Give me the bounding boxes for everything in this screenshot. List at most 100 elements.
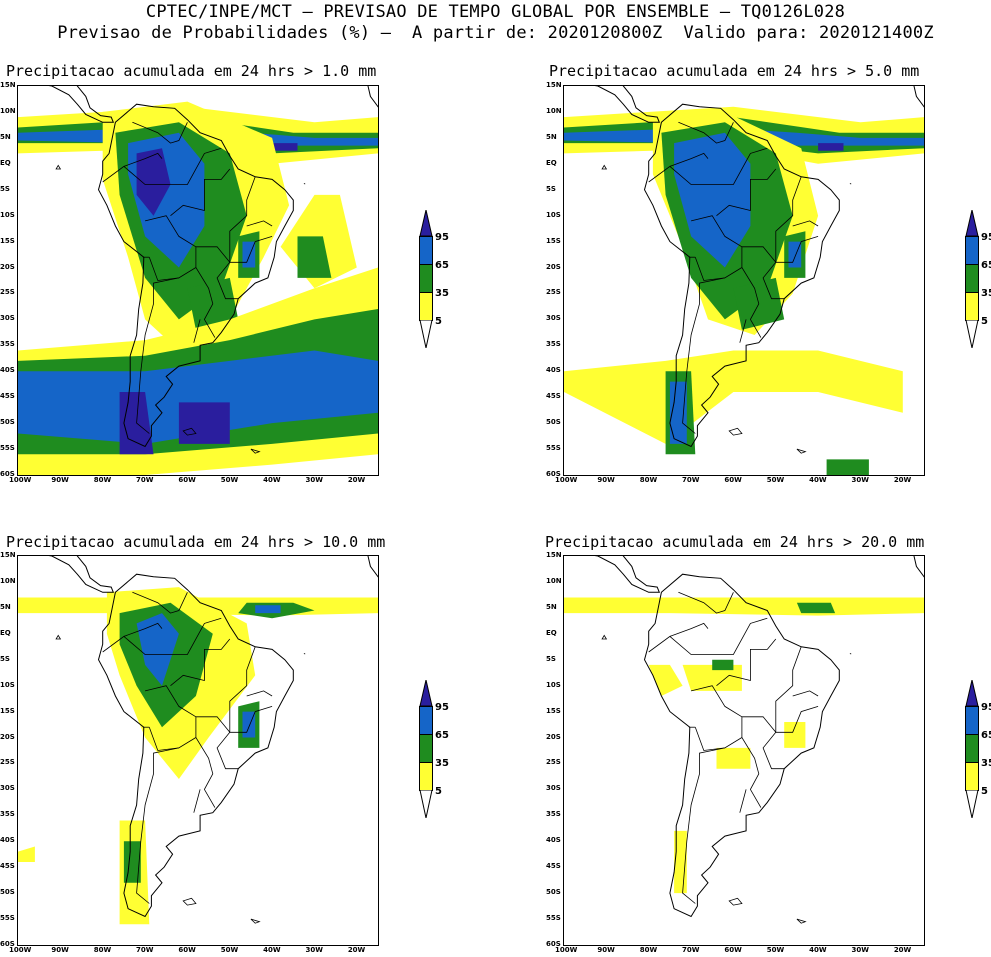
south-america-coastline [97,103,294,448]
probability-contour-area [136,148,171,216]
lat-tick-label: 30S [0,784,15,793]
colorbar-top-triangle [419,680,433,706]
lat-tick-label: 25S [0,288,15,297]
lat-tick-label: 20S [0,262,15,271]
lon-tick-label: 40W [263,476,281,484]
lat-tick-label: 45S [546,862,561,871]
country-border [193,319,201,343]
probability-contour-area [18,350,378,444]
lon-tick-label: 20W [347,946,366,954]
lat-tick-label: 20S [546,732,561,741]
colorbar-label: 95 [435,232,449,243]
country-border [691,215,762,338]
africa-coastline [367,86,378,108]
lon-tick-label: 60W [178,946,196,954]
lat-tick-label: 55S [546,444,561,453]
country-border [132,591,188,614]
lon-tick-label: 30W [305,476,323,484]
island-coastline [796,918,807,924]
lat-tick-label: 15S [0,706,15,715]
lat-tick-label: 10S [0,680,15,689]
lat-tick-label: 5S [546,184,556,193]
lat-tick-label: 40S [546,836,561,845]
island-coastline [55,634,62,640]
lat-tick-label: 15N [0,551,16,559]
country-border [132,121,188,144]
lat-tick-label: 30S [0,314,15,323]
island-coastline [303,653,306,655]
country-border [682,747,725,904]
precip-probability-field [18,86,378,475]
colorbar-bottom-triangle [419,790,433,818]
lat-tick-label: 10N [546,576,562,585]
lon-tick-label: 80W [639,476,658,484]
lon-tick-label: 20W [893,946,912,954]
country-border [691,685,762,808]
country-border [716,168,777,217]
lon-tick-label: 100W [9,476,32,484]
country-border [193,789,201,813]
lon-tick-label: 90W [597,476,615,484]
country-border [739,789,747,813]
country-border [246,220,273,227]
probability-contour-area [826,459,869,475]
country-border [246,690,273,697]
colorbar-top-triangle [419,210,433,236]
colorbar-label: 65 [981,260,991,271]
lat-tick-label: 60S [0,940,15,948]
country-border [229,646,273,733]
lat-tick-label: EQ [546,158,557,167]
colorbar-label: 5 [435,316,442,327]
country-border [195,246,231,263]
south-america-coastline [643,573,840,918]
colorbar-bottom-triangle [965,320,979,348]
colorbar-segment [419,762,433,791]
lat-tick-label: 40S [546,366,561,375]
lat-tick-label: 40S [0,366,15,375]
country-border [775,646,819,733]
lat-tick-label: 10N [546,106,562,115]
lat-tick-label: 45S [0,392,15,401]
africa-coastline [367,556,378,578]
lon-tick-label: 50W [220,476,239,484]
lon-tick-label: 70W [136,946,154,954]
island-coastline [250,918,261,924]
country-border [136,277,179,434]
lon-tick-label: 50W [766,946,785,954]
lat-tick-label: 35S [546,810,561,819]
panel-2-map [563,85,925,476]
lon-tick-label: 60W [178,476,196,484]
country-border [123,147,222,185]
country-border [678,121,734,144]
country-border [741,716,777,733]
probability-contour-area [297,236,332,278]
lon-tick-label: 80W [93,476,112,484]
lat-tick-label: 25S [546,288,561,297]
lon-tick-label: 20W [893,476,912,484]
lat-tick-label: 55S [0,914,15,923]
country-border [682,277,725,434]
probability-contour-area [716,747,751,769]
lon-tick-label: 60W [724,476,742,484]
lon-tick-label: 20W [347,476,366,484]
island-coastline [601,634,608,640]
lat-tick-label: 5N [0,602,11,611]
colorbar-top-triangle [965,680,979,706]
lon-tick-label: 100W [555,946,578,954]
island-coastline [182,427,197,436]
lat-tick-label: 5N [546,132,557,141]
colorbar-segment [419,734,433,763]
country-border [229,176,273,263]
lat-tick-label: EQ [546,628,557,637]
country-border [216,732,239,770]
panel-2-title: Precipitacao acumulada em 24 hrs > 5.0 m… [549,62,920,80]
panel-4-title: Precipitacao acumulada em 24 hrs > 20.0 … [545,533,925,551]
country-border [741,246,777,263]
lon-tick-label: 70W [682,476,700,484]
colorbar-label: 5 [435,786,442,797]
country-border [694,257,743,281]
lat-tick-label: 5N [0,132,11,141]
lon-tick-label: 30W [851,476,869,484]
lat-tick-label: 40S [0,836,15,845]
lon-tick-label: 40W [263,946,281,954]
